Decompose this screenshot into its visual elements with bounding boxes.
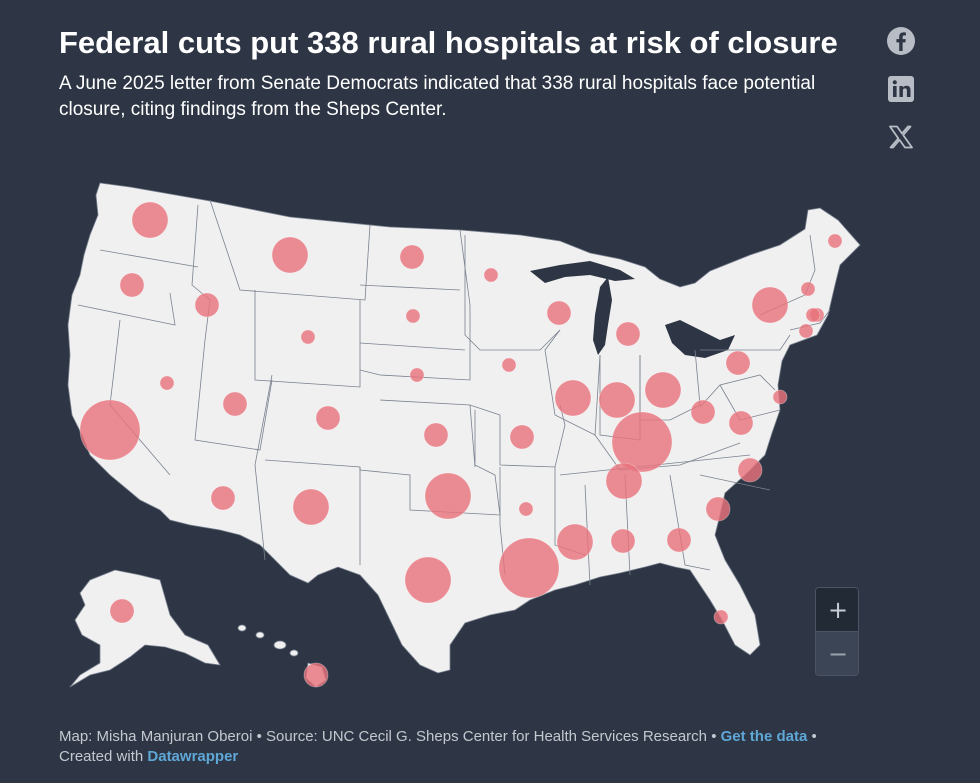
lake-michigan bbox=[593, 277, 612, 355]
bubble-oregon[interactable] bbox=[119, 272, 145, 298]
bubble-florida[interactable] bbox=[713, 609, 729, 625]
bubble-tennessee[interactable] bbox=[605, 462, 643, 500]
map-credit: Map: Misha Manjuran Oberoi bbox=[59, 728, 253, 745]
separator: • bbox=[807, 728, 817, 745]
bubble-south-dakota[interactable] bbox=[405, 308, 421, 324]
facebook-icon[interactable] bbox=[886, 26, 916, 56]
bubble-texas[interactable] bbox=[404, 556, 452, 604]
contiguous-us-outline bbox=[67, 182, 861, 674]
bubble-new-york[interactable] bbox=[751, 286, 789, 324]
bubble-hawaii[interactable] bbox=[303, 662, 329, 688]
linkedin-icon[interactable] bbox=[886, 74, 916, 104]
bubble-layer bbox=[79, 201, 843, 688]
bubble-mississippi[interactable] bbox=[556, 523, 594, 561]
lake-huron-erie bbox=[665, 320, 735, 358]
bubble-michigan[interactable] bbox=[615, 321, 641, 347]
bubble-north-carolina[interactable] bbox=[737, 457, 763, 483]
bubble-georgia[interactable] bbox=[666, 527, 692, 553]
lake-superior bbox=[530, 261, 635, 283]
bubble-illinois[interactable] bbox=[554, 379, 592, 417]
bubble-nevada[interactable] bbox=[159, 375, 175, 391]
bubble-indiana[interactable] bbox=[598, 381, 636, 419]
zoom-in-button[interactable]: + bbox=[816, 588, 858, 632]
alaska-outline bbox=[69, 569, 221, 688]
bubble-connecticut[interactable] bbox=[798, 323, 814, 339]
bubble-arizona[interactable] bbox=[210, 485, 236, 511]
zoom-out-button[interactable]: − bbox=[816, 632, 858, 675]
bubble-louisiana[interactable] bbox=[498, 537, 560, 599]
chart-subtitle: A June 2025 letter from Senate Democrats… bbox=[59, 73, 816, 120]
chart-title: Federal cuts put 338 rural hospitals at … bbox=[59, 25, 838, 60]
separator: • bbox=[252, 728, 267, 745]
bubble-california[interactable] bbox=[79, 399, 141, 461]
chart-header: Federal cuts put 338 rural hospitals at … bbox=[59, 24, 849, 123]
bubble-montana[interactable] bbox=[271, 236, 309, 274]
chart-footer: Map: Misha Manjuran Oberoi • Source: UNC… bbox=[59, 727, 939, 767]
bubble-utah[interactable] bbox=[222, 391, 248, 417]
bubble-vermont[interactable] bbox=[800, 281, 816, 297]
bubble-nebraska[interactable] bbox=[409, 367, 425, 383]
bubble-west-virginia[interactable] bbox=[690, 399, 716, 425]
share-bar bbox=[886, 26, 918, 170]
bubble-missouri[interactable] bbox=[509, 424, 535, 450]
bubble-idaho[interactable] bbox=[194, 292, 220, 318]
bubble-virginia[interactable] bbox=[728, 410, 754, 436]
map-canvas bbox=[67, 182, 861, 688]
bubble-iowa[interactable] bbox=[501, 357, 517, 373]
bubble-massachusetts[interactable] bbox=[805, 307, 821, 323]
us-bubble-map[interactable] bbox=[60, 175, 880, 700]
zoom-controls: + − bbox=[815, 587, 859, 676]
bubble-maryland[interactable] bbox=[772, 389, 788, 405]
created-with-label: Created with bbox=[59, 748, 144, 765]
x-icon[interactable] bbox=[886, 122, 916, 152]
bubble-washington[interactable] bbox=[131, 201, 169, 239]
bubble-colorado[interactable] bbox=[315, 405, 341, 431]
bubble-wyoming[interactable] bbox=[300, 329, 316, 345]
source-note: Source: UNC Cecil G. Sheps Center for He… bbox=[266, 728, 708, 745]
bubble-north-dakota[interactable] bbox=[399, 244, 425, 270]
bubble-kentucky[interactable] bbox=[611, 411, 673, 473]
bubble-alabama[interactable] bbox=[610, 528, 636, 554]
bubble-arkansas[interactable] bbox=[518, 501, 534, 517]
get-the-data-link[interactable]: Get the data bbox=[720, 728, 808, 745]
us-land bbox=[67, 182, 861, 688]
bubble-south-carolina[interactable] bbox=[705, 496, 731, 522]
bubble-maine[interactable] bbox=[827, 233, 843, 249]
bubble-wisconsin[interactable] bbox=[546, 300, 572, 326]
bubble-alaska[interactable] bbox=[109, 598, 135, 624]
bubble-kansas[interactable] bbox=[423, 422, 449, 448]
bubble-minnesota[interactable] bbox=[483, 267, 499, 283]
bubble-pennsylvania[interactable] bbox=[725, 350, 751, 376]
bubble-new-mexico[interactable] bbox=[292, 488, 330, 526]
separator: • bbox=[707, 728, 721, 745]
bubble-ohio[interactable] bbox=[644, 371, 682, 409]
datawrapper-link[interactable]: Datawrapper bbox=[147, 748, 239, 765]
bubble-oklahoma[interactable] bbox=[424, 472, 472, 520]
